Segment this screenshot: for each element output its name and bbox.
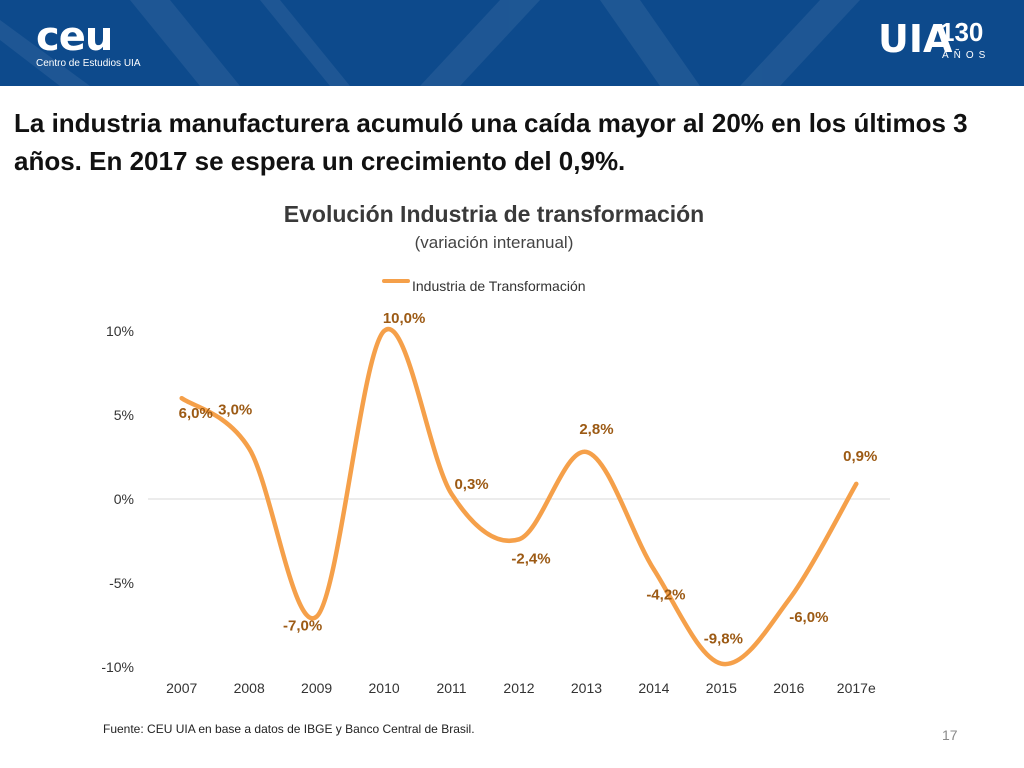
y-tick-label: -5% bbox=[109, 575, 134, 591]
data-point bbox=[854, 481, 859, 486]
data-point bbox=[651, 567, 656, 572]
y-tick-label: 5% bbox=[114, 407, 134, 423]
page-number: 17 bbox=[942, 727, 958, 743]
data-point bbox=[449, 491, 454, 496]
data-point bbox=[719, 661, 724, 666]
ceu-logo-subtitle: Centro de Estudios UIA bbox=[36, 58, 141, 69]
data-point bbox=[179, 396, 184, 401]
series-line bbox=[179, 326, 859, 667]
uia-logo-subtitle: AÑOS bbox=[942, 50, 991, 61]
ceu-logo: ceu Centro de Estudios UIA bbox=[36, 14, 141, 70]
slide-headline: La industria manufacturera acumuló una c… bbox=[14, 108, 968, 176]
y-tick-label: -10% bbox=[101, 659, 134, 675]
chart-title: Evolución Industria de transformación bbox=[283, 201, 705, 227]
data-point bbox=[584, 449, 589, 454]
x-tick-label: 2008 bbox=[234, 680, 265, 696]
x-tick-label: 2014 bbox=[638, 680, 669, 696]
y-tick-label: 0% bbox=[114, 491, 134, 507]
data-point bbox=[247, 446, 252, 451]
data-point bbox=[382, 329, 387, 333]
x-tick-label: 2009 bbox=[301, 680, 332, 696]
legend-label: Industria de Transformación bbox=[412, 278, 586, 294]
header-pattern bbox=[0, 0, 860, 86]
data-label: 6,0% bbox=[179, 405, 213, 422]
data-label: -6,0% bbox=[789, 609, 828, 626]
data-label: 2,8% bbox=[579, 421, 613, 438]
x-tick-label: 2012 bbox=[503, 680, 534, 696]
x-tick-label: 2016 bbox=[773, 680, 804, 696]
data-label: 0,9% bbox=[843, 448, 877, 465]
header-banner: ceu Centro de Estudios UIA UIA 130 AÑOS bbox=[0, 0, 1024, 86]
x-tick-label: 2013 bbox=[571, 680, 602, 696]
data-point bbox=[517, 537, 521, 542]
ceu-logo-word: ceu bbox=[36, 14, 113, 60]
data-label: 10,0% bbox=[383, 310, 426, 327]
data-label: 3,0% bbox=[218, 402, 252, 419]
source-note: Fuente: CEU UIA en base a datos de IBGE … bbox=[103, 722, 475, 736]
x-tick-label: 2017e bbox=[837, 680, 876, 696]
data-label: -4,2% bbox=[646, 587, 685, 604]
data-label: 0,3% bbox=[454, 476, 488, 493]
uia-logo-word: UIA bbox=[878, 17, 953, 61]
data-point bbox=[314, 614, 319, 619]
x-tick-label: 2007 bbox=[166, 680, 197, 696]
data-label: -9,8% bbox=[704, 631, 743, 648]
data-point bbox=[786, 597, 791, 602]
uia-logo-number: 130 bbox=[940, 17, 984, 47]
data-label: -2,4% bbox=[511, 550, 550, 567]
x-tick-label: 2010 bbox=[369, 680, 400, 696]
y-tick-label: 10% bbox=[106, 323, 134, 339]
x-tick-label: 2015 bbox=[706, 680, 737, 696]
x-tick-label: 2011 bbox=[436, 680, 466, 696]
chart-subtitle: (variación interanual) bbox=[414, 233, 574, 252]
data-label: -7,0% bbox=[283, 618, 322, 635]
